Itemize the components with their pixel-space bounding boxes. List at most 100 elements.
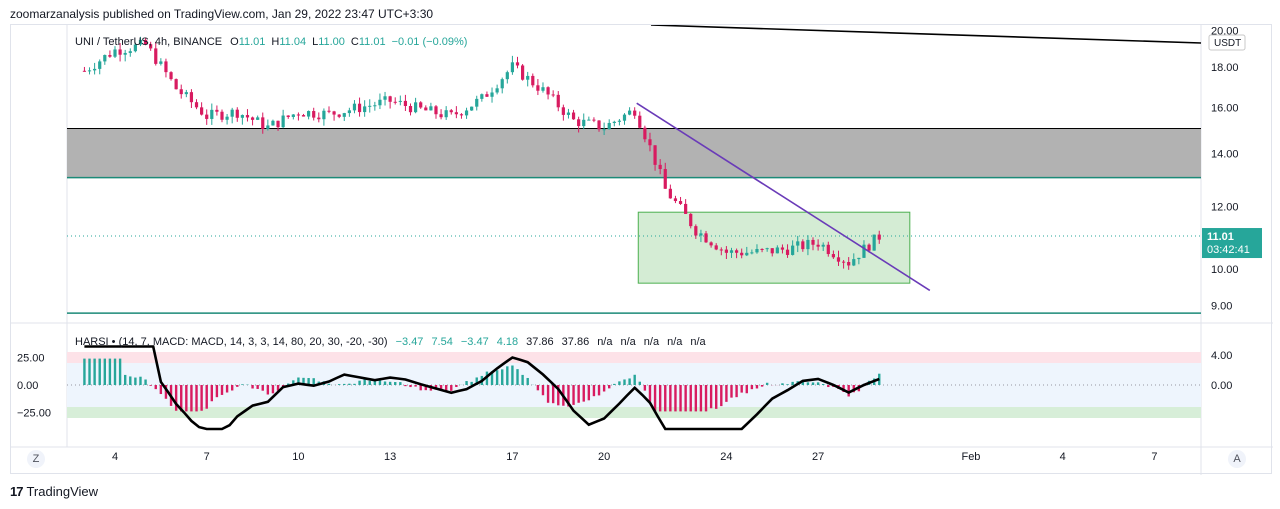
candle-body bbox=[500, 79, 504, 89]
candle-body bbox=[566, 112, 571, 115]
osc-right-tick: 0.00 bbox=[1211, 380, 1232, 392]
candle-body bbox=[87, 70, 92, 72]
candle-body bbox=[189, 92, 194, 103]
candle-body bbox=[118, 49, 122, 55]
candle-body bbox=[368, 105, 372, 107]
tradingview-brand[interactable]: TradingView bbox=[26, 484, 99, 499]
tradingview-logo-icon: 17 bbox=[10, 484, 24, 499]
candle-body bbox=[587, 119, 591, 121]
candle-body bbox=[454, 112, 458, 115]
candle-body bbox=[291, 114, 295, 117]
candle-body bbox=[510, 62, 515, 73]
candle-body bbox=[755, 248, 759, 253]
candle-body bbox=[179, 89, 183, 95]
candle-body bbox=[388, 96, 392, 102]
indicator-value: n/a bbox=[620, 336, 636, 348]
candle-body bbox=[633, 110, 637, 116]
candle-body bbox=[271, 120, 275, 126]
osc-right-tick: 4.00 bbox=[1211, 350, 1232, 362]
candle-body bbox=[801, 241, 805, 250]
candle-body bbox=[261, 117, 265, 129]
candle-body bbox=[684, 203, 688, 214]
candle-body bbox=[765, 248, 769, 250]
candle-body bbox=[205, 114, 209, 119]
osc-upper-band bbox=[67, 352, 1201, 363]
time-tick-label: 20 bbox=[598, 451, 610, 463]
candle-body bbox=[485, 94, 489, 97]
candle-body bbox=[225, 116, 229, 120]
osc-left-tick: 25.00 bbox=[17, 353, 45, 365]
legend-text: 11.01 bbox=[239, 36, 266, 48]
osc-left-tick: 0.00 bbox=[17, 380, 38, 392]
time-tick-label: 27 bbox=[812, 451, 824, 463]
candle-body bbox=[470, 106, 474, 111]
candle-body bbox=[678, 201, 683, 204]
candle-body bbox=[821, 244, 825, 247]
legend-text: 11.04 bbox=[279, 36, 306, 48]
candle-body bbox=[240, 115, 244, 118]
indicator-value: n/a bbox=[690, 336, 706, 348]
indicator-value: n/a bbox=[597, 336, 613, 348]
candle-body bbox=[250, 117, 255, 120]
candle-body bbox=[194, 102, 199, 108]
candle-body bbox=[98, 61, 102, 69]
candle-body bbox=[663, 169, 667, 189]
candle-body bbox=[541, 87, 545, 91]
a-button[interactable]: A bbox=[1228, 450, 1246, 468]
candle-body bbox=[352, 103, 357, 111]
candle-body bbox=[551, 94, 555, 96]
candle-body bbox=[836, 257, 841, 262]
candle-body bbox=[200, 107, 204, 115]
candle-body bbox=[648, 139, 652, 146]
candle-body bbox=[480, 94, 484, 99]
candle-body bbox=[459, 114, 464, 116]
candle-body bbox=[357, 103, 362, 113]
candle-body bbox=[729, 250, 734, 253]
price-tick-label: 9.00 bbox=[1211, 300, 1232, 312]
candle-body bbox=[643, 127, 647, 140]
candle-body bbox=[561, 107, 565, 115]
resistance-zone bbox=[67, 128, 1201, 178]
candle-body bbox=[403, 100, 408, 106]
candle-body bbox=[123, 52, 127, 55]
candle-body bbox=[342, 113, 346, 117]
osc-signal-line bbox=[84, 345, 880, 431]
candle-body bbox=[709, 242, 713, 246]
candle-body bbox=[740, 252, 744, 256]
candle-body bbox=[531, 75, 535, 86]
candle-body bbox=[113, 49, 117, 57]
candle-body bbox=[780, 247, 785, 250]
candle-body bbox=[770, 248, 774, 254]
candle-body bbox=[419, 102, 423, 108]
footer: 17 TradingView bbox=[10, 484, 98, 499]
candle-body bbox=[164, 61, 168, 73]
chart-frame[interactable]: 20.00 18.00 16.00 14.00 12.00 10.00 9.00 USDT 11… bbox=[10, 24, 1273, 475]
candle-body bbox=[760, 248, 764, 250]
candle-body bbox=[796, 241, 800, 246]
candle-body bbox=[363, 106, 367, 113]
legend-text: 11.01 bbox=[359, 36, 386, 48]
candle-body bbox=[872, 234, 876, 251]
chart-svg[interactable]: 20.00 18.00 16.00 14.00 12.00 10.00 9.00 USDT 11… bbox=[11, 24, 1273, 475]
legend-text: L bbox=[312, 36, 318, 48]
candle-body bbox=[281, 115, 285, 128]
candle-body bbox=[138, 39, 143, 45]
time-tick-label: 4 bbox=[1060, 451, 1066, 463]
candle-body bbox=[210, 109, 214, 119]
published-caption: zoomarzanalysis published on TradingView… bbox=[10, 7, 434, 21]
candle-body bbox=[266, 125, 270, 129]
candle-body bbox=[841, 261, 846, 263]
candle-body bbox=[694, 226, 698, 236]
time-tick-label: 7 bbox=[204, 451, 210, 463]
legend-text: −0.01 (−0.09%) bbox=[392, 36, 468, 48]
z-button[interactable]: Z bbox=[27, 450, 45, 468]
candle-body bbox=[414, 102, 418, 113]
candle-body bbox=[582, 119, 586, 127]
candle-body bbox=[831, 254, 835, 258]
candle-body bbox=[536, 85, 540, 91]
candle-body bbox=[521, 65, 525, 80]
candle-body bbox=[734, 250, 739, 253]
indicator-value: 4.18 bbox=[497, 336, 518, 348]
candle-body bbox=[332, 111, 336, 115]
candle-body bbox=[449, 110, 453, 113]
